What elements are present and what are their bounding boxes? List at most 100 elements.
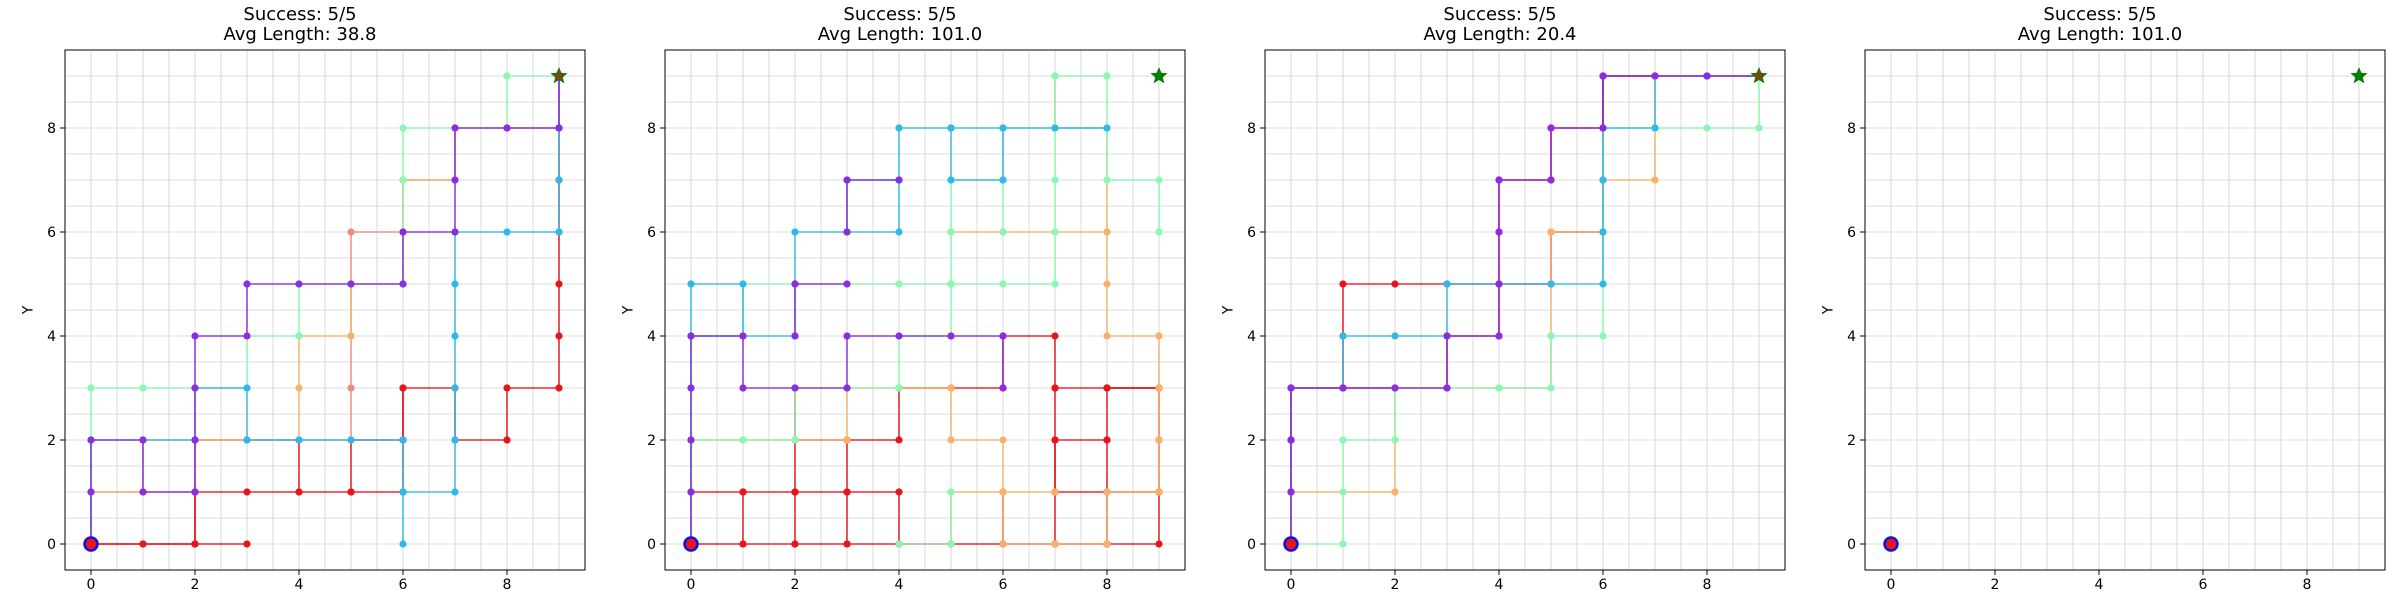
trajectory-series <box>687 332 1007 548</box>
trajectory-point <box>739 488 747 496</box>
chart-title-line-2: Avg Length: 101.0 <box>2017 24 2183 45</box>
trajectory-series <box>895 488 955 548</box>
x-tick-label: 0 <box>1287 577 1296 593</box>
trajectory-point <box>843 436 851 444</box>
trajectory-series <box>843 436 851 548</box>
trajectory-point <box>347 332 355 340</box>
trajectory-point <box>843 176 851 184</box>
y-tick-label: 8 <box>647 121 656 137</box>
trajectory-point <box>1103 540 1111 548</box>
y-tick-label: 6 <box>1247 225 1256 241</box>
trajectory-point <box>843 332 851 340</box>
y-tick-label: 8 <box>47 121 56 137</box>
plot-area: 0 2 4 6 8 0 2 4 6 8 <box>647 49 1186 593</box>
trajectory-point <box>503 436 511 444</box>
trajectory-point <box>1051 332 1059 340</box>
trajectory-point <box>895 124 903 132</box>
plot-area: 0 2 4 6 8 0 2 4 6 8 <box>47 49 586 593</box>
trajectory-point <box>1155 332 1163 340</box>
x-tick-label: 4 <box>895 577 904 593</box>
plot-area: 0 2 4 6 8 0 2 4 6 8 <box>1847 49 2386 593</box>
trajectory-series <box>791 280 851 340</box>
trajectory-point <box>1495 332 1503 340</box>
trajectory-point <box>139 488 147 496</box>
trajectory-point <box>399 384 407 392</box>
trajectory-point <box>451 436 459 444</box>
x-tick-label: 6 <box>1599 577 1608 593</box>
goal-reached-marker <box>552 69 566 82</box>
y-tick-label: 6 <box>47 225 56 241</box>
trajectory-point <box>999 540 1007 548</box>
trajectory-point <box>999 436 1007 444</box>
trajectory-point <box>1155 384 1163 392</box>
trajectory-series <box>843 176 903 236</box>
trajectory-point <box>947 176 955 184</box>
x-tick-label: 8 <box>1103 577 1112 593</box>
trajectory-point <box>451 124 459 132</box>
trajectory-point <box>1547 384 1555 392</box>
trajectory-point <box>791 488 799 496</box>
trajectory-point <box>1103 228 1111 236</box>
trajectory-point <box>999 332 1007 340</box>
trajectory-point <box>347 384 355 392</box>
trajectory-point <box>243 436 251 444</box>
trajectory-point <box>1339 488 1347 496</box>
x-tick-label: 2 <box>791 577 800 593</box>
x-tick-label: 6 <box>999 577 1008 593</box>
trajectory-point <box>1051 176 1059 184</box>
trajectory-point <box>399 228 407 236</box>
y-tick-label: 0 <box>47 537 56 553</box>
start-marker <box>683 536 699 552</box>
x-tick-label: 2 <box>1991 577 2000 593</box>
trajectory-point <box>1651 176 1659 184</box>
trajectory-point <box>1651 124 1659 132</box>
trajectory-point <box>1339 384 1347 392</box>
chart-title-line-2: Avg Length: 20.4 <box>1423 24 1577 45</box>
trajectory-point <box>1443 384 1451 392</box>
y-tick-label: 4 <box>647 329 656 345</box>
start-marker <box>83 536 99 552</box>
trajectory-point <box>895 280 903 288</box>
trajectory-point <box>1391 436 1399 444</box>
trajectory-point <box>1339 540 1347 548</box>
trajectory-point <box>451 176 459 184</box>
trajectory-point <box>87 384 95 392</box>
trajectory-point <box>1651 72 1659 80</box>
trajectory-point <box>1051 436 1059 444</box>
trajectory-point <box>1599 176 1607 184</box>
trajectory-point <box>791 540 799 548</box>
trajectory-point <box>555 228 563 236</box>
trajectory-point <box>295 488 303 496</box>
y-tick-label: 6 <box>647 225 656 241</box>
trajectory-point <box>1599 124 1607 132</box>
trajectory-point <box>791 436 799 444</box>
trajectory-point <box>895 384 903 392</box>
trajectory-point <box>947 488 955 496</box>
trajectory-point <box>1599 228 1607 236</box>
trajectory-point <box>451 384 459 392</box>
trajectory-point <box>895 228 903 236</box>
trajectory-point <box>1103 124 1111 132</box>
trajectory-series <box>947 124 1007 132</box>
trajectory-point <box>1103 436 1111 444</box>
x-tick-label: 0 <box>87 577 96 593</box>
x-tick-label: 4 <box>2095 577 2104 593</box>
trajectory-point <box>687 332 695 340</box>
trajectory-point <box>947 332 955 340</box>
trajectory-point <box>1155 488 1163 496</box>
trajectory-point <box>1547 228 1555 236</box>
trajectory-point <box>191 488 199 496</box>
x-tick-label: 4 <box>295 577 304 593</box>
trajectory-point <box>999 280 1007 288</box>
trajectory-point <box>295 384 303 392</box>
y-tick-label: 2 <box>1247 433 1256 449</box>
trajectory-point <box>739 280 747 288</box>
trajectory-point <box>191 384 199 392</box>
trajectory-point <box>791 280 799 288</box>
trajectory-point <box>399 488 407 496</box>
trajectory-point <box>451 228 459 236</box>
trajectory-point <box>999 488 1007 496</box>
x-tick-label: 6 <box>399 577 408 593</box>
y-tick-label: 6 <box>1847 225 1856 241</box>
trajectory-point <box>895 488 903 496</box>
